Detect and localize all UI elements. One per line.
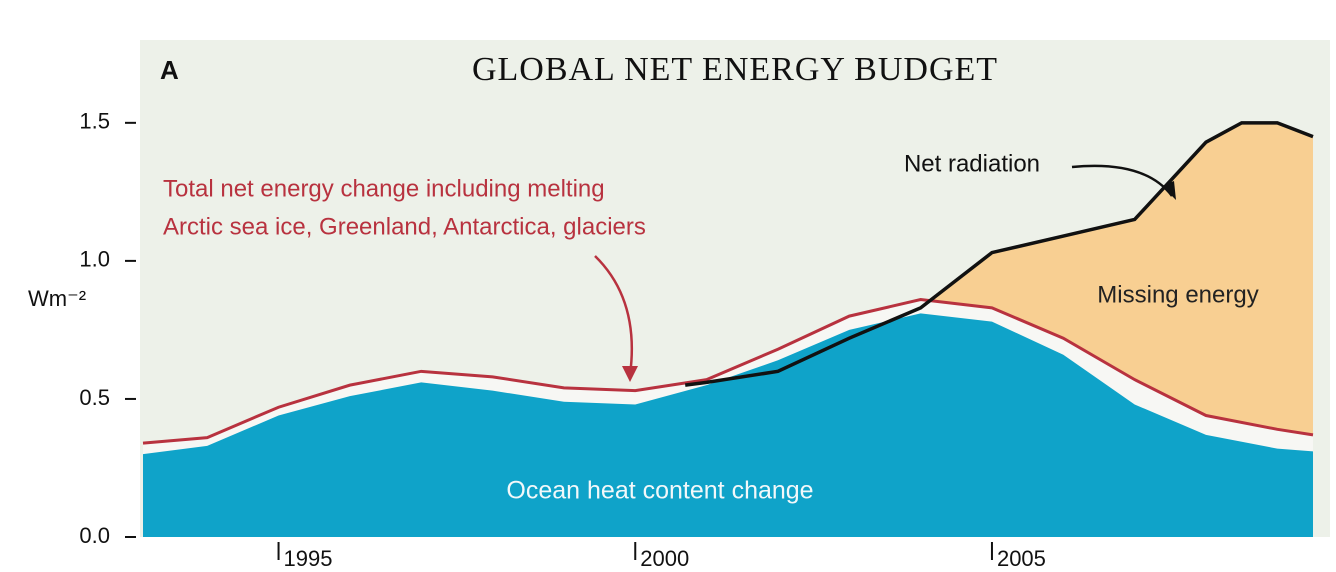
area	[143, 313, 1313, 537]
series-label: Ocean heat content change	[506, 477, 813, 505]
y-axis-label: Wm⁻²	[28, 286, 86, 311]
series-label: Total net energy change including meltin…	[163, 175, 605, 202]
line	[684, 121, 1314, 387]
arrow	[594, 255, 634, 376]
series-label: Net radiation	[904, 150, 1040, 177]
y-tick-label: 1.5	[79, 109, 110, 134]
x-tick-label: 1995	[284, 546, 333, 571]
panel-label: A	[160, 55, 179, 85]
line	[142, 298, 1314, 445]
layers	[143, 122, 1313, 537]
chart-title: GLOBAL NET ENERGY BUDGET	[472, 51, 998, 88]
arrow-head	[622, 366, 638, 382]
y-tick-label: 1.0	[79, 247, 110, 272]
annotation: Missing energy	[1097, 281, 1258, 308]
x-tick-label: 2005	[997, 546, 1046, 571]
y-tick-label: 0.0	[79, 523, 110, 548]
series-label: Arctic sea ice, Greenland, Antarctica, g…	[163, 213, 646, 240]
x-tick-label: 2000	[640, 546, 689, 571]
y-tick-label: 0.5	[79, 385, 110, 410]
